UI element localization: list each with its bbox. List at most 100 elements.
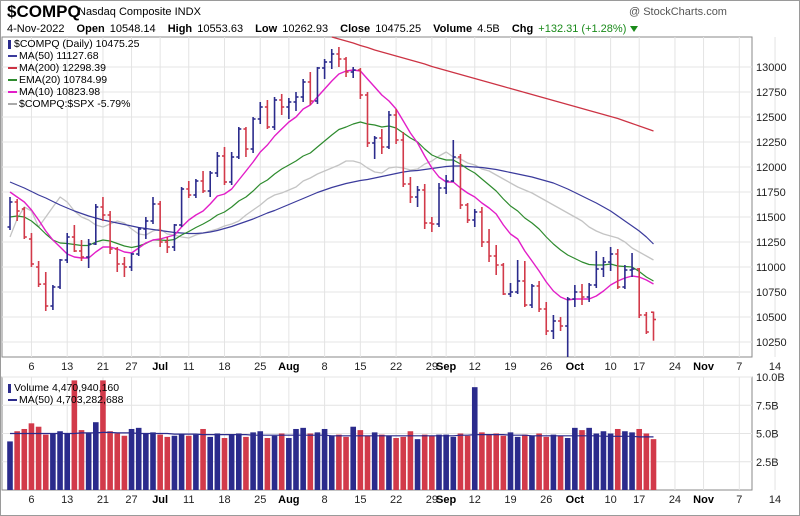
ohlc-bar xyxy=(465,203,471,223)
volume-bar xyxy=(343,436,349,490)
ohlc-bar xyxy=(515,260,521,294)
legend-text: $COMPQ:$SPX -5.79% xyxy=(19,98,131,110)
volume-bar xyxy=(522,434,528,490)
x-tick-label: 24 xyxy=(669,494,681,506)
x-tick-label: Jul xyxy=(152,361,168,373)
ohlc-bar xyxy=(565,297,571,357)
quote-close: Close 10475.25 xyxy=(340,23,422,35)
quote-date: 4-Nov-2022 xyxy=(7,23,65,35)
volume-bar xyxy=(321,428,328,490)
volume-bar xyxy=(550,434,557,490)
volume-bar xyxy=(35,426,42,490)
ohlc-bar xyxy=(472,209,478,227)
volume-legend-text: MA(50) 4,703,282,688 xyxy=(19,394,124,406)
ohlc-bar xyxy=(314,67,320,104)
volume-legend-entry: MA(50) 4,703,282,688 xyxy=(8,394,124,406)
x-tick-label: 7 xyxy=(736,494,742,506)
volume-bar xyxy=(328,435,335,490)
x-tick-label: 19 xyxy=(504,494,516,506)
x-tick-label: 26 xyxy=(540,361,552,373)
ohlc-bar xyxy=(407,177,413,203)
ohlc-bar xyxy=(272,97,278,130)
x-tick-label: 8 xyxy=(322,494,328,506)
ohlc-bar xyxy=(651,311,656,341)
ohlc-bar xyxy=(536,281,542,312)
x-tick-label: 14 xyxy=(769,361,781,373)
volume-bar xyxy=(21,428,28,490)
ohlc-bar xyxy=(229,152,235,185)
x-tick-label: 14 xyxy=(769,494,781,506)
volume-bar xyxy=(278,433,285,490)
volume-bar xyxy=(536,433,542,490)
bar-swatch-icon xyxy=(8,383,11,393)
y-tick-label: 11500 xyxy=(756,212,786,224)
ohlc-bar xyxy=(64,233,70,263)
ohlc-bar xyxy=(7,197,13,230)
ohlc-bar xyxy=(43,272,49,311)
ohlc-bar xyxy=(214,152,220,177)
x-tick-label: Nov xyxy=(693,494,715,506)
x-tick-label: 25 xyxy=(254,361,266,373)
line-swatch-icon xyxy=(8,55,17,57)
volume-bar xyxy=(7,441,13,490)
x-tick-label: Aug xyxy=(278,361,299,373)
ma200-line xyxy=(331,36,654,132)
volume-bar xyxy=(386,435,392,490)
volume-bar xyxy=(350,426,356,490)
ohlc-bar xyxy=(207,171,213,197)
ohlc-bar xyxy=(436,183,442,227)
ohlc-bar xyxy=(107,211,113,254)
ma50-line xyxy=(9,165,654,245)
x-tick-label: 7 xyxy=(736,361,742,373)
x-tick-label: 12 xyxy=(469,361,481,373)
volume-bar xyxy=(450,436,457,490)
ema20-line xyxy=(9,121,654,282)
legend-entry: MA(200) 12298.39 xyxy=(8,62,139,74)
volume-tick-label: 2.5B xyxy=(756,457,779,469)
x-tick-label: 10 xyxy=(604,494,616,506)
quote-low: Low 10262.93 xyxy=(255,23,329,35)
ohlc-bar xyxy=(486,229,492,262)
volume-bar xyxy=(464,435,471,490)
bar-swatch-icon xyxy=(8,39,11,49)
volume-legend: Volume 4,470,940,160 MA(50) 4,703,282,688 xyxy=(8,382,124,406)
x-tick-label: 29 xyxy=(426,361,438,373)
volume-bar xyxy=(500,435,507,490)
x-tick-label: Nov xyxy=(693,361,715,373)
ohlc-bar xyxy=(336,47,342,67)
symbol-title: $COMPQ xyxy=(7,2,81,21)
ohlc-bar xyxy=(400,132,406,187)
x-tick-label: Jul xyxy=(152,494,168,506)
ohlc-bar xyxy=(629,253,635,277)
ohlc-bar xyxy=(222,147,227,185)
x-tick-label: 6 xyxy=(28,494,34,506)
x-tick-label: 27 xyxy=(125,494,137,506)
volume-bar xyxy=(257,431,264,490)
legend-entry: EMA(20) 10784.99 xyxy=(8,74,139,86)
ohlc-bar xyxy=(493,245,499,275)
volume-bar xyxy=(50,433,56,490)
line-swatch-icon xyxy=(8,79,17,81)
x-tick-label: 25 xyxy=(254,494,266,506)
volume-bar xyxy=(143,433,149,490)
volume-bar xyxy=(650,439,657,490)
volume-bar xyxy=(64,433,70,490)
volume-bar xyxy=(57,431,63,490)
ohlc-bar xyxy=(508,283,513,297)
volume-bar xyxy=(507,432,514,490)
ohlc-bar xyxy=(600,257,606,277)
volume-bar xyxy=(636,428,642,490)
volume-bar xyxy=(543,436,550,490)
legend-text: MA(10) 10823.98 xyxy=(19,86,101,98)
volume-bar xyxy=(479,432,485,490)
volume-bar xyxy=(14,431,20,490)
ohlc-bar xyxy=(522,261,528,307)
volume-bar xyxy=(164,436,171,490)
ohlc-bar xyxy=(415,186,421,207)
volume-bar xyxy=(407,431,414,490)
x-tick-label: 10 xyxy=(604,361,616,373)
volume-bar xyxy=(471,387,478,490)
ohlc-bar xyxy=(121,257,127,277)
ohlc-bar xyxy=(500,263,506,295)
